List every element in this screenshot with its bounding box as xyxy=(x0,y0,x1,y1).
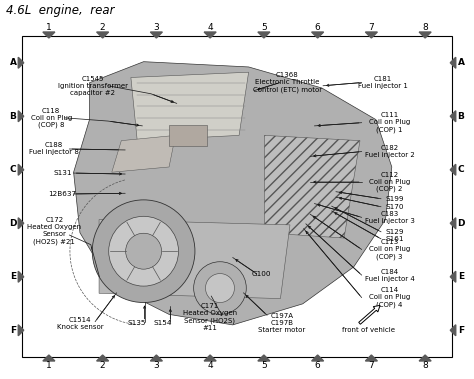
Text: C118
Coil on Plug
(COP) 8: C118 Coil on Plug (COP) 8 xyxy=(31,108,72,128)
Text: 3: 3 xyxy=(154,22,159,31)
Text: 1: 1 xyxy=(46,362,52,371)
Text: A: A xyxy=(457,58,465,67)
Circle shape xyxy=(194,262,246,314)
Polygon shape xyxy=(450,57,456,68)
Polygon shape xyxy=(450,218,456,229)
Text: F: F xyxy=(458,326,464,335)
Text: S199: S199 xyxy=(386,196,404,202)
Polygon shape xyxy=(18,271,24,282)
Bar xyxy=(169,125,207,146)
Text: 7: 7 xyxy=(368,22,374,31)
Text: C113
Coil on Plug
(COP) 3: C113 Coil on Plug (COP) 3 xyxy=(369,239,410,260)
Polygon shape xyxy=(258,355,270,361)
Bar xyxy=(22,36,452,357)
Text: 12B637: 12B637 xyxy=(48,191,76,197)
Text: 4: 4 xyxy=(207,362,213,371)
Polygon shape xyxy=(99,219,290,299)
Polygon shape xyxy=(450,271,456,282)
Text: 5: 5 xyxy=(261,362,267,371)
Polygon shape xyxy=(43,32,55,38)
Text: C: C xyxy=(458,165,465,174)
Text: C181
Fuel injector 1: C181 Fuel injector 1 xyxy=(358,76,408,89)
Polygon shape xyxy=(18,57,24,68)
Text: 8: 8 xyxy=(422,22,428,31)
Polygon shape xyxy=(18,325,24,336)
Circle shape xyxy=(206,274,235,302)
Text: 3: 3 xyxy=(154,362,159,371)
Polygon shape xyxy=(204,32,216,38)
Text: 1: 1 xyxy=(46,22,52,31)
Polygon shape xyxy=(112,135,175,172)
Polygon shape xyxy=(131,72,248,141)
Text: 4.6L  engine,  rear: 4.6L engine, rear xyxy=(6,4,115,17)
Text: S170: S170 xyxy=(386,204,404,210)
Circle shape xyxy=(109,216,179,286)
Text: S154: S154 xyxy=(154,320,172,326)
Text: C1545
Ignition transformer
capacitor #2: C1545 Ignition transformer capacitor #2 xyxy=(58,76,128,96)
Polygon shape xyxy=(150,355,163,361)
Polygon shape xyxy=(73,62,392,325)
Text: C1514
Knock sensor: C1514 Knock sensor xyxy=(57,317,103,330)
Polygon shape xyxy=(43,355,55,361)
Text: C111
Coil on Plug
(COP) 1: C111 Coil on Plug (COP) 1 xyxy=(369,113,410,133)
Polygon shape xyxy=(419,355,431,361)
Polygon shape xyxy=(204,355,216,361)
Text: C184
Fuel injector 4: C184 Fuel injector 4 xyxy=(365,269,415,282)
Text: 2: 2 xyxy=(100,22,105,31)
Polygon shape xyxy=(419,32,431,38)
Polygon shape xyxy=(97,32,109,38)
Text: B: B xyxy=(9,112,17,121)
Text: C114
Coil on Plug
(COP) 4: C114 Coil on Plug (COP) 4 xyxy=(369,287,410,308)
Text: 5: 5 xyxy=(261,22,267,31)
Text: S129: S129 xyxy=(386,229,404,235)
Polygon shape xyxy=(450,111,456,122)
Text: B: B xyxy=(457,112,465,121)
Text: C1368
Electronic Throttle
Control (ETC) motor: C1368 Electronic Throttle Control (ETC) … xyxy=(253,72,322,93)
Text: front of vehicle: front of vehicle xyxy=(342,327,395,333)
Polygon shape xyxy=(258,32,270,38)
Polygon shape xyxy=(311,355,324,361)
Polygon shape xyxy=(450,325,456,336)
Text: 6: 6 xyxy=(315,362,320,371)
Polygon shape xyxy=(18,164,24,175)
Polygon shape xyxy=(18,111,24,122)
Text: S131: S131 xyxy=(54,170,72,176)
Polygon shape xyxy=(97,355,109,361)
Text: C183
Fuel injector 3: C183 Fuel injector 3 xyxy=(365,211,415,224)
Text: 6: 6 xyxy=(315,22,320,31)
Text: C182
Fuel injector 2: C182 Fuel injector 2 xyxy=(365,145,415,158)
Text: 8: 8 xyxy=(422,362,428,371)
Text: C112
Coil on Plug
(COP) 2: C112 Coil on Plug (COP) 2 xyxy=(369,172,410,192)
Polygon shape xyxy=(18,218,24,229)
Text: F: F xyxy=(10,326,16,335)
Text: 7: 7 xyxy=(368,362,374,371)
Polygon shape xyxy=(264,135,360,238)
Circle shape xyxy=(92,200,195,302)
Polygon shape xyxy=(311,32,324,38)
Text: 4: 4 xyxy=(207,22,213,31)
Polygon shape xyxy=(365,32,377,38)
FancyArrow shape xyxy=(359,305,380,324)
Text: G100: G100 xyxy=(251,271,271,277)
Text: C172
Heated Oxygen
Sensor
(HO2S) #21: C172 Heated Oxygen Sensor (HO2S) #21 xyxy=(27,217,82,244)
Text: E: E xyxy=(458,272,464,281)
Text: D: D xyxy=(9,219,17,228)
Text: D: D xyxy=(457,219,465,228)
Polygon shape xyxy=(450,164,456,175)
Text: S161: S161 xyxy=(386,236,404,242)
Text: C188
Fuel injector 8: C188 Fuel injector 8 xyxy=(29,143,79,155)
Text: C: C xyxy=(9,165,16,174)
Polygon shape xyxy=(150,32,163,38)
Text: C171
Heated Oxygen
Sensor (HO2S)
#11: C171 Heated Oxygen Sensor (HO2S) #11 xyxy=(183,303,237,330)
Text: E: E xyxy=(10,272,16,281)
Text: 2: 2 xyxy=(100,362,105,371)
Text: A: A xyxy=(9,58,17,67)
Circle shape xyxy=(126,233,162,269)
Text: S135: S135 xyxy=(128,320,146,326)
Polygon shape xyxy=(365,355,377,361)
Text: C197A
C197B
Starter motor: C197A C197B Starter motor xyxy=(258,313,305,333)
